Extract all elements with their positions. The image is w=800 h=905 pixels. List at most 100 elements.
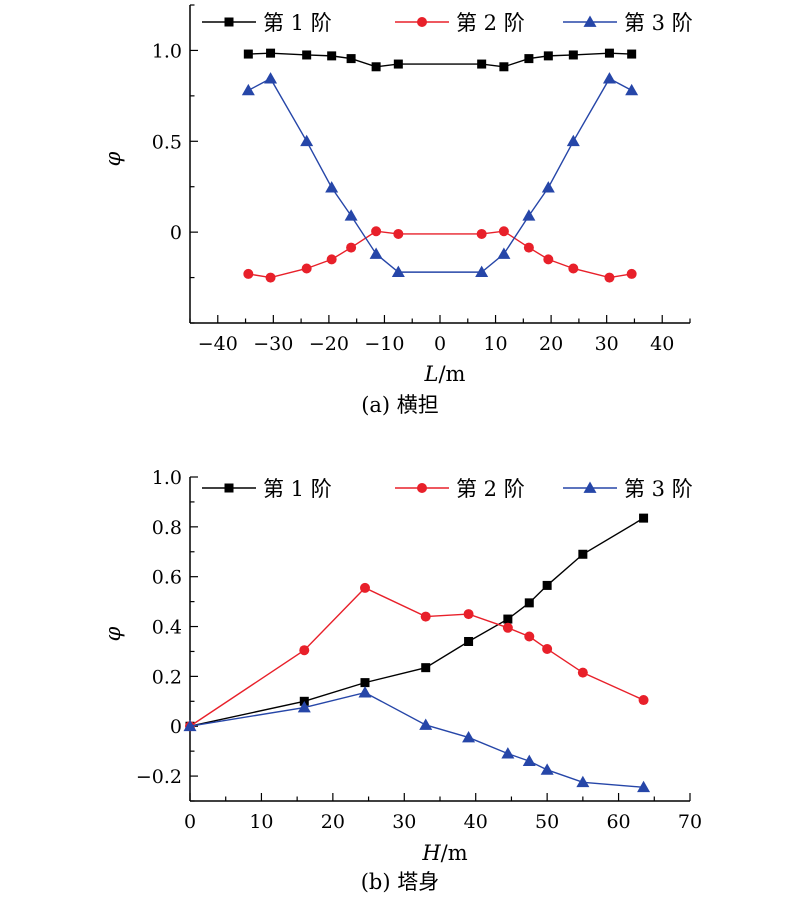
data-point <box>498 226 509 237</box>
data-point <box>602 72 616 84</box>
y-tick-label: −0.2 <box>136 766 182 788</box>
data-point <box>524 631 535 642</box>
data-point <box>497 247 511 259</box>
legend-marker <box>417 483 427 493</box>
x-tick-label: 60 <box>606 811 630 833</box>
data-point <box>369 247 383 259</box>
data-point <box>523 242 534 253</box>
legend-marker <box>583 15 597 27</box>
legend-marker <box>224 17 234 27</box>
data-point <box>637 780 651 793</box>
data-point <box>462 730 476 743</box>
x-axis-label: H/m <box>421 841 467 865</box>
data-point <box>568 263 579 274</box>
data-point <box>344 209 358 221</box>
data-point <box>604 48 614 58</box>
data-point <box>626 268 637 279</box>
data-point <box>371 62 381 72</box>
data-point <box>501 747 515 759</box>
y-axis-label: φ <box>101 151 125 166</box>
y-tick-label: 0 <box>170 716 182 738</box>
x-axis-label: L/m <box>424 362 466 386</box>
x-tick-label: −40 <box>198 333 238 355</box>
x-axis-label-unit: /m <box>441 841 468 865</box>
data-point <box>522 754 536 766</box>
data-point <box>371 226 382 237</box>
series-line <box>248 77 632 273</box>
y-tick-label: 1.0 <box>152 40 182 62</box>
x-tick-label: 20 <box>321 811 345 833</box>
legend-label: 第 1 阶 <box>263 11 332 35</box>
data-point <box>421 663 431 673</box>
data-point <box>327 51 337 61</box>
data-point <box>358 686 372 698</box>
data-point <box>499 62 509 72</box>
x-axis-label-unit: /m <box>438 362 465 386</box>
data-point <box>393 59 403 69</box>
data-point <box>638 695 649 706</box>
data-point <box>576 775 590 788</box>
y-tick-label: 1.0 <box>152 467 182 489</box>
x-tick-label: 30 <box>595 333 619 355</box>
x-tick-label: 20 <box>539 333 563 355</box>
data-point <box>639 513 649 523</box>
data-point <box>265 272 276 283</box>
x-axis-label-variable: H <box>421 841 441 865</box>
data-point <box>477 59 487 69</box>
data-point <box>326 254 337 265</box>
data-point <box>393 228 404 239</box>
data-point <box>542 643 553 654</box>
legend-label: 第 2 阶 <box>456 477 525 501</box>
legend-label: 第 3 阶 <box>624 477 693 501</box>
data-point <box>578 549 588 559</box>
data-point <box>577 667 588 678</box>
x-tick-label: 0 <box>184 811 196 833</box>
data-point <box>524 598 534 608</box>
data-point <box>627 49 637 59</box>
data-point <box>566 134 580 147</box>
legend-marker <box>583 481 597 493</box>
data-point <box>502 622 513 633</box>
x-tick-label: −10 <box>364 333 404 355</box>
data-point <box>346 54 356 64</box>
data-point <box>541 181 555 193</box>
data-point <box>360 582 370 593</box>
data-point <box>524 54 534 64</box>
data-point <box>543 51 553 61</box>
data-point <box>183 719 197 732</box>
data-point <box>301 263 312 274</box>
y-tick-label: 0.2 <box>152 666 182 688</box>
chart-tower-body: 0 10 20 30 40 50 60 70−0.200.20.40.60.81.0φH/m(… <box>101 467 702 894</box>
legend-label: 第 1 阶 <box>263 477 332 501</box>
data-point <box>568 50 578 60</box>
x-tick-label: −30 <box>253 333 293 355</box>
legend-marker <box>417 17 427 27</box>
x-tick-label: 40 <box>650 333 674 355</box>
legend-label: 第 3 阶 <box>624 11 693 35</box>
x-tick-label: 70 <box>678 811 702 833</box>
data-point <box>625 83 639 96</box>
data-point <box>542 580 552 590</box>
data-point <box>297 701 311 713</box>
data-point <box>299 645 310 656</box>
y-tick-label: 0.4 <box>152 617 182 639</box>
data-point <box>243 268 254 279</box>
data-point <box>360 678 370 688</box>
data-point <box>325 181 339 193</box>
data-point <box>420 611 431 622</box>
data-point <box>419 718 433 730</box>
data-point <box>300 134 314 147</box>
y-axis-label: φ <box>101 626 125 641</box>
series-line <box>189 517 644 727</box>
data-point <box>266 48 276 58</box>
y-tick-label: 0.6 <box>152 567 182 589</box>
x-axis-label-variable: L <box>424 362 439 386</box>
chart-crossarm: −40 −30 −20 −10 0 10 20 30 40 0 0.5 1.0 φ L/m (a) 横担 第 … <box>101 4 693 417</box>
data-point <box>540 763 554 775</box>
y-tick-label: 0.8 <box>152 517 182 539</box>
data-point <box>464 636 474 646</box>
data-point <box>604 272 615 283</box>
legend-marker <box>224 483 234 493</box>
data-point <box>243 49 253 59</box>
